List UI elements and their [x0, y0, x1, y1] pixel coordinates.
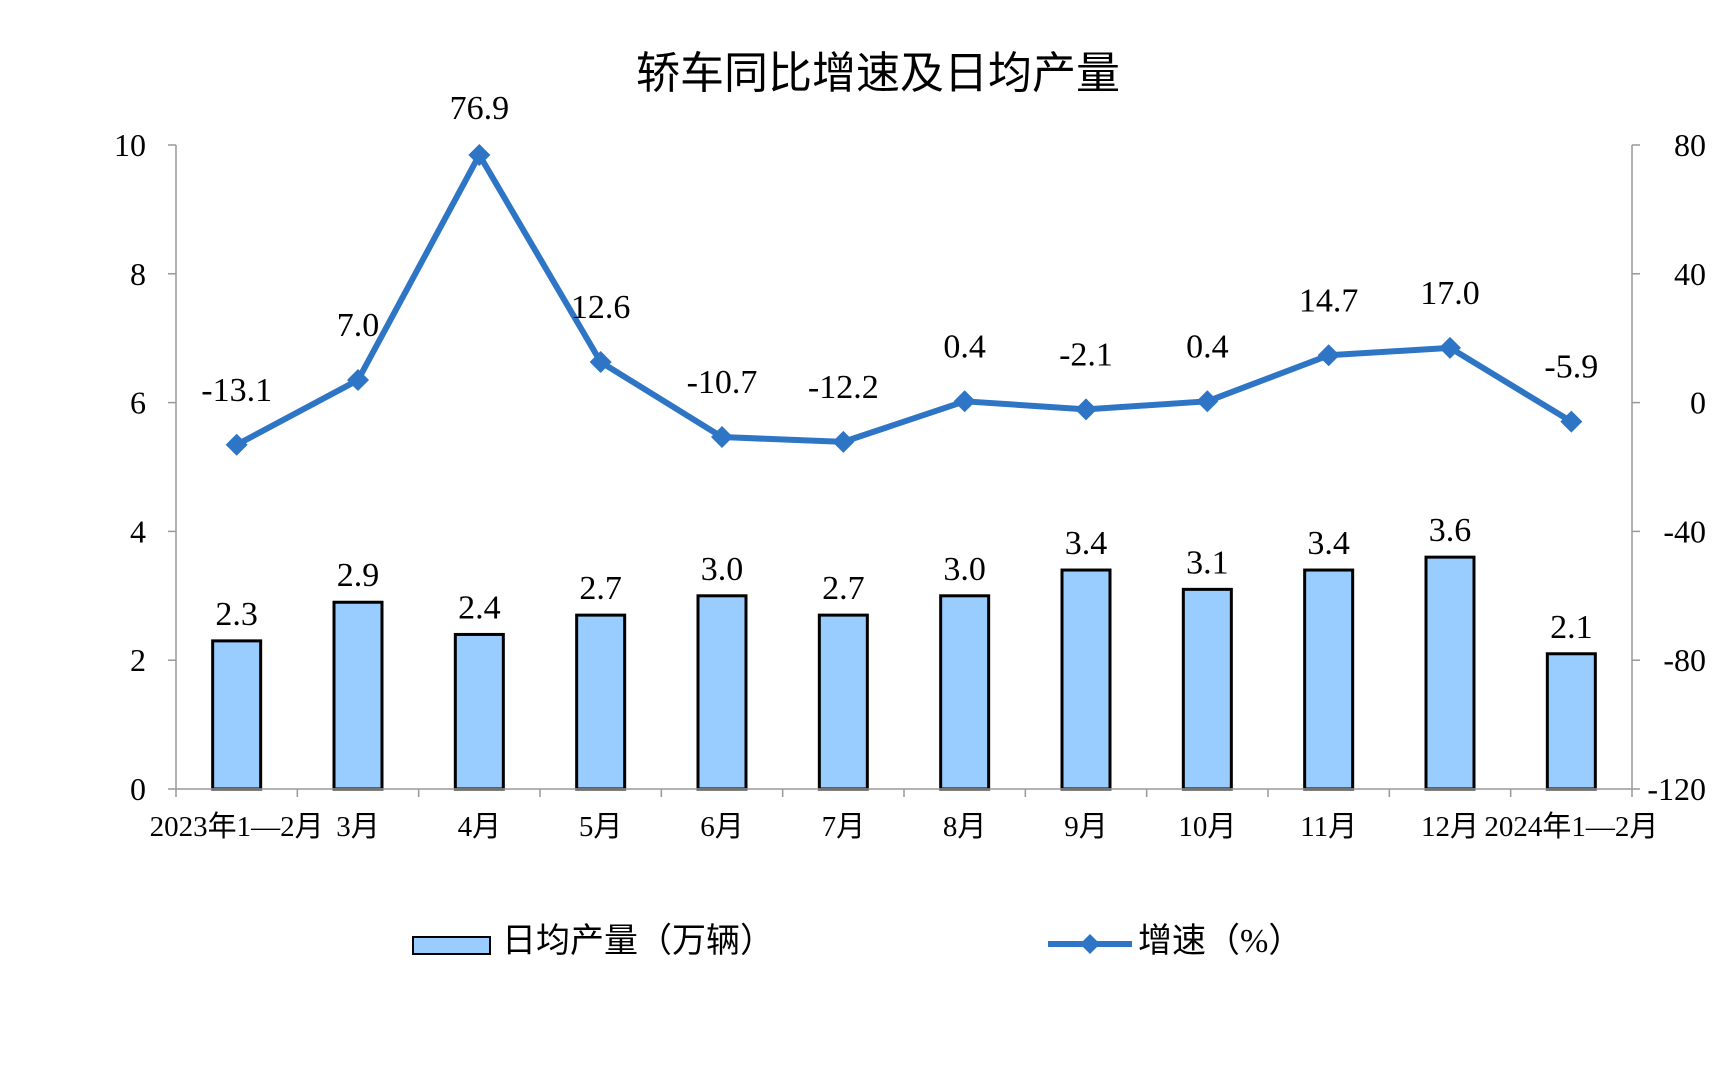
x-tick-label-11: 2024年1—2月 — [1484, 810, 1658, 843]
bar-10 — [1424, 555, 1476, 791]
left-tick-label-0: 0 — [130, 771, 146, 807]
legend-bar-label: 日均产量（万辆） — [502, 922, 774, 960]
bar-value-label-3: 2.7 — [579, 570, 622, 607]
line-value-label-4: -10.7 — [687, 364, 758, 401]
left-tick-label-5: 10 — [114, 127, 146, 163]
line-value-label-10: 17.0 — [1420, 275, 1480, 312]
growth-line — [235, 151, 1573, 448]
line-point-7 — [1075, 398, 1097, 421]
right-tick-label-1: -80 — [1663, 642, 1706, 678]
right-tick-label-2: -40 — [1663, 513, 1706, 549]
bar-value-label-5: 2.7 — [822, 570, 865, 607]
right-axis-ticks: -120 -80 -40 0 40 80 — [1632, 127, 1706, 807]
line-point-0 — [225, 433, 248, 456]
x-tick-label-5: 7月 — [822, 811, 866, 843]
legend-line-label: 增速（%） — [1138, 922, 1302, 960]
line-point-6 — [953, 390, 976, 413]
bar-value-label-6: 3.0 — [943, 551, 986, 588]
bar-value-label-9: 3.4 — [1307, 525, 1350, 562]
bar-value-label-4: 3.0 — [701, 551, 744, 588]
x-tick-label-2: 4月 — [458, 811, 502, 843]
left-tick-label-2: 4 — [130, 513, 146, 549]
right-tick-label-0: -120 — [1647, 771, 1706, 807]
x-tick-label-3: 5月 — [579, 811, 623, 843]
line-value-label-0: -13.1 — [201, 372, 272, 409]
right-tick-label-3: 0 — [1690, 385, 1706, 421]
x-tick-label-4: 6月 — [700, 811, 744, 843]
bar-5 — [817, 613, 869, 791]
bar-value-label-1: 2.9 — [337, 557, 380, 594]
line-value-label-2: 76.9 — [450, 90, 510, 127]
x-tick-label-7: 9月 — [1064, 811, 1108, 843]
x-tick-label-0: 2023年1—2月 — [150, 810, 324, 843]
x-tick-label-1: 3月 — [336, 811, 380, 843]
x-axis-ticks: 2023年1—2月 3月 4月 5月 6月 7月 8月 9月 10月 11月 12月 2024年1—2… — [150, 789, 1658, 843]
bar-0 — [211, 639, 263, 791]
left-tick-label-1: 2 — [130, 642, 146, 678]
bar-9 — [1303, 568, 1355, 791]
line-value-label-7: -2.1 — [1059, 336, 1113, 373]
bar-value-label-11: 2.1 — [1550, 609, 1593, 646]
line-labels: -13.1 7.0 76.9 12.6 -10.7 -12.2 0.4 -2.1 0.4 14.7… — [201, 90, 1598, 409]
left-tick-label-4: 8 — [130, 256, 146, 292]
legend-item-bar: 日均产量（万辆） — [412, 922, 774, 960]
bar-1 — [332, 600, 384, 791]
bar-4 — [696, 594, 748, 791]
line-value-label-11: -5.9 — [1544, 349, 1598, 386]
left-axis-ticks: 0 2 4 6 8 10 — [114, 127, 176, 807]
legend-diamond-marker — [1080, 934, 1100, 954]
bar-2 — [453, 632, 505, 791]
line-point-9 — [1317, 344, 1340, 367]
bar-3 — [575, 613, 627, 791]
line-value-label-3: 12.6 — [571, 289, 631, 326]
line-value-label-1: 7.0 — [337, 307, 380, 344]
x-tick-label-8: 10月 — [1178, 811, 1236, 843]
line-point-2 — [468, 143, 491, 166]
right-tick-label-5: 80 — [1674, 127, 1706, 163]
bar-value-label-8: 3.1 — [1186, 544, 1229, 581]
line-value-label-8: 0.4 — [1186, 328, 1229, 365]
bar-value-label-0: 2.3 — [215, 596, 258, 633]
bar-7 — [1060, 568, 1112, 791]
line-point-5 — [832, 430, 855, 453]
bar-value-label-10: 3.6 — [1429, 512, 1472, 549]
bar-6 — [939, 594, 991, 791]
bar-value-label-2: 2.4 — [458, 589, 501, 626]
bar-value-label-7: 3.4 — [1065, 525, 1108, 562]
bar-series — [211, 555, 1597, 791]
legend-bar-swatch — [412, 936, 491, 955]
line-value-label-9: 14.7 — [1299, 282, 1359, 319]
x-tick-label-10: 12月 — [1421, 811, 1479, 843]
x-tick-label-9: 11月 — [1300, 811, 1357, 843]
legend-item-line: 增速（%） — [1048, 922, 1302, 960]
legend: 日均产量（万辆） 增速（%） — [412, 922, 1302, 960]
line-value-label-6: 0.4 — [943, 328, 986, 365]
bar-11 — [1545, 652, 1597, 791]
line-point-1 — [347, 369, 369, 392]
bar-8 — [1181, 587, 1233, 791]
right-tick-label-4: 40 — [1674, 256, 1706, 292]
line-point-11 — [1560, 410, 1583, 433]
chart-title: 轿车同比增速及日均产量 — [636, 49, 1120, 98]
bar-labels: 2.3 2.9 2.4 2.7 3.0 2.7 3.0 3.4 3.1 3.4 3.6 2.1 — [215, 512, 1592, 646]
left-tick-label-3: 6 — [130, 385, 146, 421]
x-tick-label-6: 8月 — [943, 811, 987, 843]
line-value-label-5: -12.2 — [808, 369, 879, 406]
line-point-4 — [711, 426, 733, 449]
line-series — [225, 143, 1583, 456]
line-point-3 — [589, 351, 612, 374]
line-point-10 — [1439, 336, 1461, 359]
line-point-8 — [1196, 390, 1219, 413]
